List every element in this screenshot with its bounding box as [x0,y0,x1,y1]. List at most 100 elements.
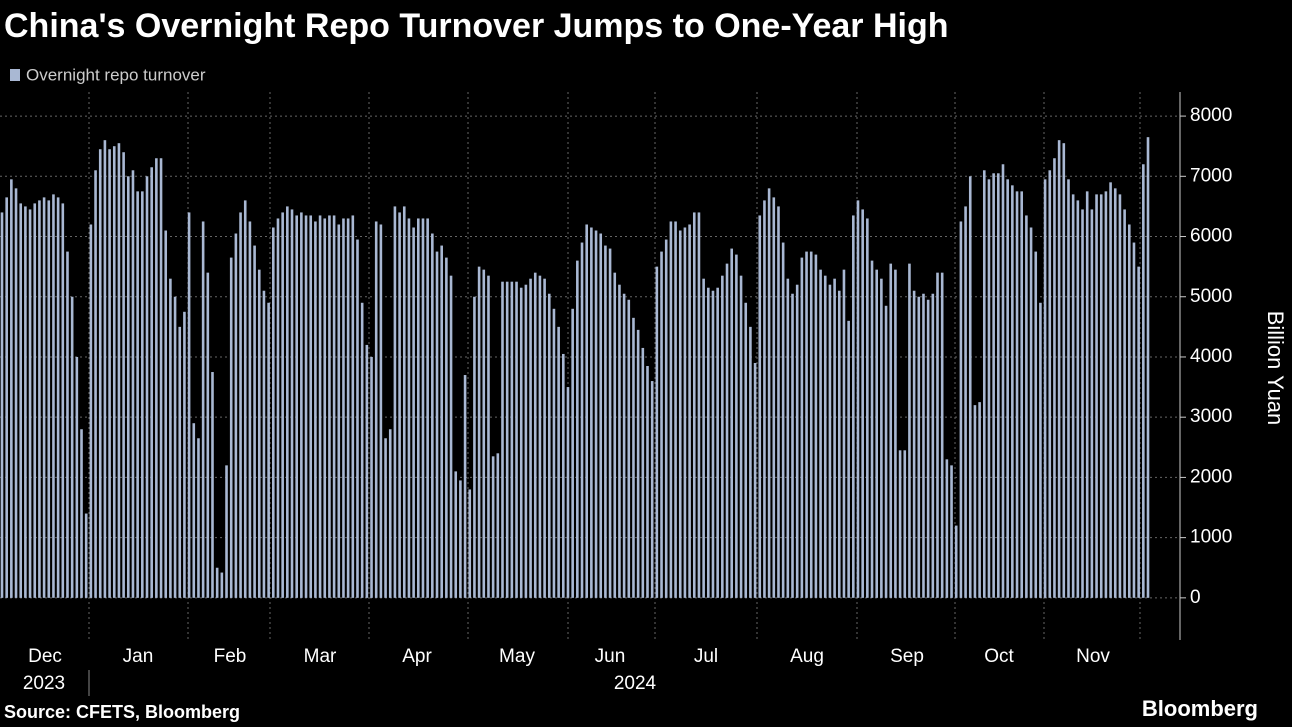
bar [562,353,565,598]
bar [749,326,752,598]
bar [1104,191,1108,598]
bar [571,308,574,598]
bar [880,278,883,598]
bar [356,239,359,598]
bar [482,269,486,598]
bar [337,224,341,598]
bar [276,218,280,598]
bar [641,347,645,598]
bar [286,206,289,598]
bar [945,459,949,598]
bar [547,293,551,598]
bar [992,173,995,598]
y-axis-label: Billion Yuan [1263,311,1288,426]
bar [632,317,635,598]
y-tick-label: 6000 [1190,226,1232,247]
bar [234,233,238,598]
bar [884,305,888,598]
bar [683,227,687,598]
bar [164,230,168,598]
y-tick-label: 7000 [1190,165,1232,186]
bar [917,296,921,598]
bar [169,278,172,598]
bar [1034,251,1038,598]
bar [515,281,518,598]
bar [290,209,294,598]
bar [398,212,401,598]
bar [702,278,705,598]
bar [52,194,55,598]
bar [360,302,364,598]
bar [1057,140,1061,598]
bar [211,372,214,598]
bar [931,293,935,598]
bar [243,200,247,598]
bar [613,272,617,598]
bar [557,326,560,598]
bar [318,215,322,598]
bar [627,299,631,598]
bar [968,176,972,598]
bar [84,513,88,598]
x-tick-label: May [499,646,535,667]
bar [159,158,163,598]
bar [655,266,659,598]
bar [875,269,879,598]
bar [1095,194,1098,598]
bar [842,269,846,598]
bar [866,218,869,598]
bar [763,200,766,598]
bar [1123,209,1126,598]
bar [594,230,598,598]
source: Source: CFETS, Bloomberg [4,702,240,722]
bar [393,206,397,598]
bar [1118,194,1122,598]
bar [487,275,490,598]
bar [145,176,149,598]
bar [108,149,111,598]
bar [1062,143,1066,598]
bar [131,170,135,598]
bar [982,170,986,598]
bar [973,405,977,598]
bar [795,284,799,598]
bar [215,567,219,598]
bar [519,287,523,598]
bar [248,221,252,598]
bar [660,251,663,598]
bar [281,212,284,598]
legend-label: Overnight repo turnover [26,65,206,84]
bar [257,269,261,598]
bar [225,465,228,598]
bar [155,158,158,598]
bar [1099,194,1103,598]
bar [847,320,850,598]
bar [253,245,256,598]
bar [604,245,607,598]
bar [33,203,37,598]
x-tick-label: Jan [123,646,154,667]
bar [814,254,818,598]
bar [1127,224,1131,598]
bar [505,281,509,598]
bar [735,254,738,598]
bar [987,179,991,598]
brand: Bloomberg [1142,696,1258,721]
bar [823,275,827,598]
x-tick-label: Aug [790,646,824,667]
bar [10,179,13,598]
x-year-label: 2023 [23,673,65,694]
bar [674,221,677,598]
bar [1081,209,1084,598]
x-tick-label: Mar [304,646,337,667]
bar [19,203,23,598]
bar [1113,188,1117,598]
y-tick-label: 8000 [1190,105,1232,126]
bar [94,170,97,598]
bar [445,257,448,598]
bar [206,272,210,598]
bar [449,275,453,598]
bar [837,290,841,598]
bar [903,450,907,598]
bar [150,167,153,598]
